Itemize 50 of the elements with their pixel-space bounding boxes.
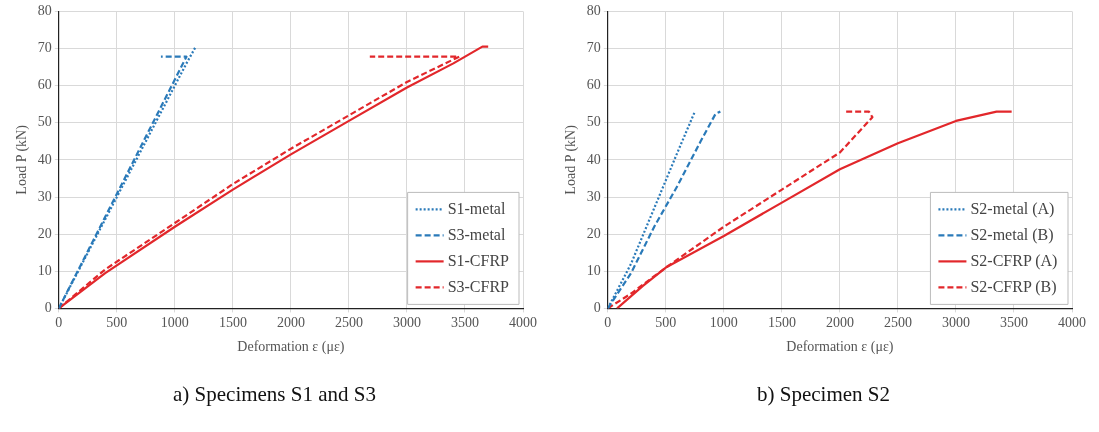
legend-label: S2-CFRP (A)	[970, 251, 1058, 270]
y-tick-label: 70	[586, 40, 601, 56]
y-tick-label: 50	[37, 114, 52, 130]
text: a) Specimens S1 and S3	[172, 382, 377, 407]
y-tick-label: 30	[586, 188, 601, 204]
legend-label: S3-CFRP	[447, 277, 510, 295]
legend-label: S2-metal (B)	[970, 225, 1054, 244]
x-tick-label: 2000	[825, 315, 854, 331]
y-tick-label: 60	[586, 77, 601, 93]
x-axis-title: Deformation ε (με)	[786, 339, 894, 356]
y-tick-label: 50	[586, 114, 601, 130]
x-tick-label: 3500	[999, 315, 1028, 331]
x-tick-label: 0	[604, 315, 612, 331]
y-tick-label: 40	[586, 151, 601, 167]
y-tick-label: 80	[37, 3, 52, 19]
y-tick-label: 10	[586, 262, 601, 278]
x-tick-label: 4000	[509, 315, 537, 331]
y-tick-label: 60	[37, 77, 52, 93]
x-tick-label: 1500	[767, 315, 796, 331]
y-axis-title: Load P (kN)	[563, 124, 580, 195]
legend-label: S1-metal	[447, 199, 506, 217]
y-tick-label: 20	[37, 225, 52, 241]
x-tick-label: 2000	[276, 315, 305, 331]
x-tick-label: 500	[655, 315, 677, 331]
y-tick-label: 30	[37, 188, 52, 204]
legend-label: S2-metal (A)	[970, 199, 1055, 218]
y-tick-label: 10	[37, 262, 52, 278]
x-tick-label: 0	[55, 315, 63, 331]
text: b) Specimen S2	[756, 382, 891, 407]
legend-label: S1-CFRP	[447, 251, 510, 269]
x-tick-label: 3500	[450, 315, 479, 331]
y-tick-label: 40	[37, 151, 52, 167]
legend-label: S2-CFRP (B)	[970, 277, 1057, 296]
y-tick-label: 70	[37, 40, 52, 56]
x-tick-label: 3000	[392, 315, 421, 331]
x-tick-label: 4000	[1058, 315, 1086, 331]
x-tick-label: 2500	[883, 315, 912, 331]
x-tick-label: 3000	[941, 315, 970, 331]
y-tick-label: 0	[44, 300, 52, 316]
x-tick-label: 2500	[334, 315, 363, 331]
x-axis-title: Deformation ε (με)	[237, 339, 345, 356]
y-tick-label: 0	[593, 300, 601, 316]
y-tick-label: 80	[586, 3, 601, 19]
x-tick-label: 1000	[160, 315, 189, 331]
y-tick-label: 20	[586, 225, 601, 241]
x-tick-label: 1500	[218, 315, 247, 331]
x-tick-label: 500	[106, 315, 128, 331]
x-tick-label: 1000	[709, 315, 738, 331]
y-axis-title: Load P (kN)	[14, 124, 31, 195]
legend-label: S3-metal	[447, 225, 506, 243]
